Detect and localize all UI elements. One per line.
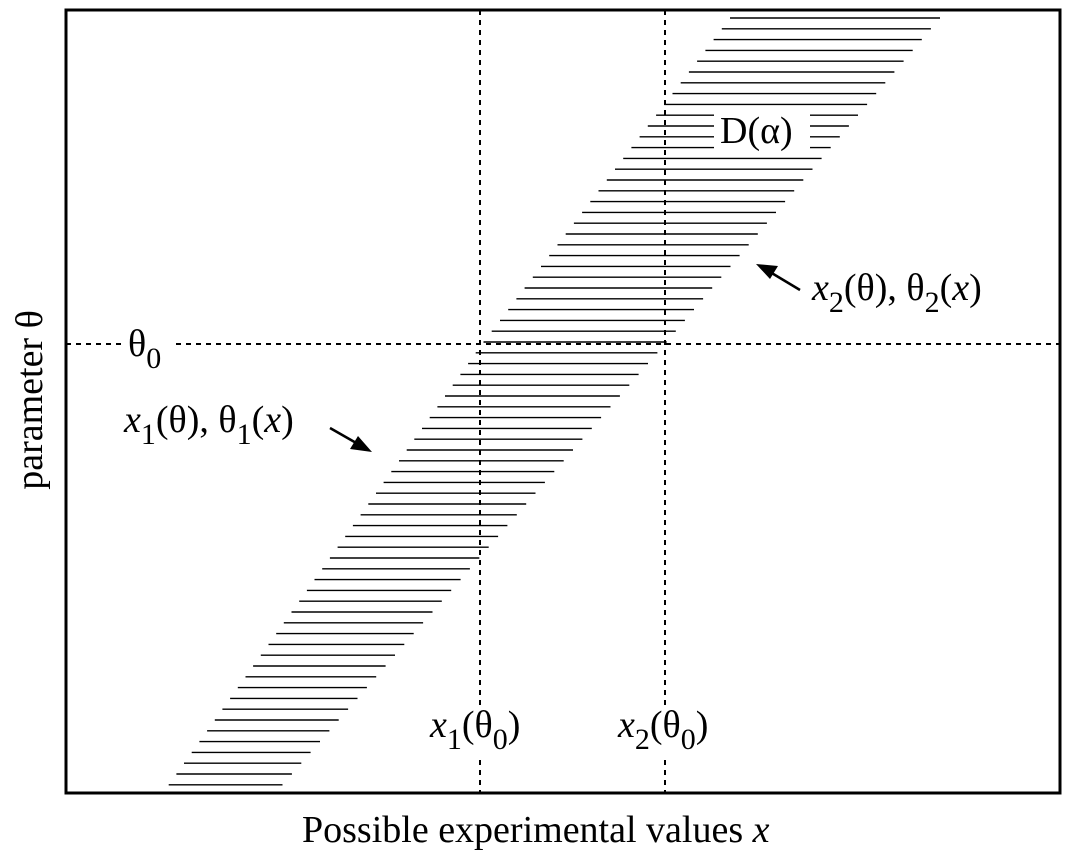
region-label: D(α) bbox=[720, 110, 793, 152]
lower-boundary-arrow bbox=[329, 426, 372, 452]
plot-frame bbox=[64, 8, 1062, 795]
y-axis-label: parameter θ bbox=[9, 310, 51, 490]
lower-boundary-label: x1(θ), θ1(x) bbox=[123, 399, 294, 451]
theta0-label: θ0 bbox=[128, 323, 161, 375]
x1-theta0-label: x1(θ0) bbox=[429, 704, 520, 756]
x-axis-label: Possible experimental values x bbox=[302, 809, 770, 851]
x2-theta0-label: x2(θ0) bbox=[617, 704, 708, 756]
upper-boundary-arrow bbox=[756, 264, 801, 292]
upper-boundary-label: x2(θ), θ2(x) bbox=[811, 267, 982, 319]
